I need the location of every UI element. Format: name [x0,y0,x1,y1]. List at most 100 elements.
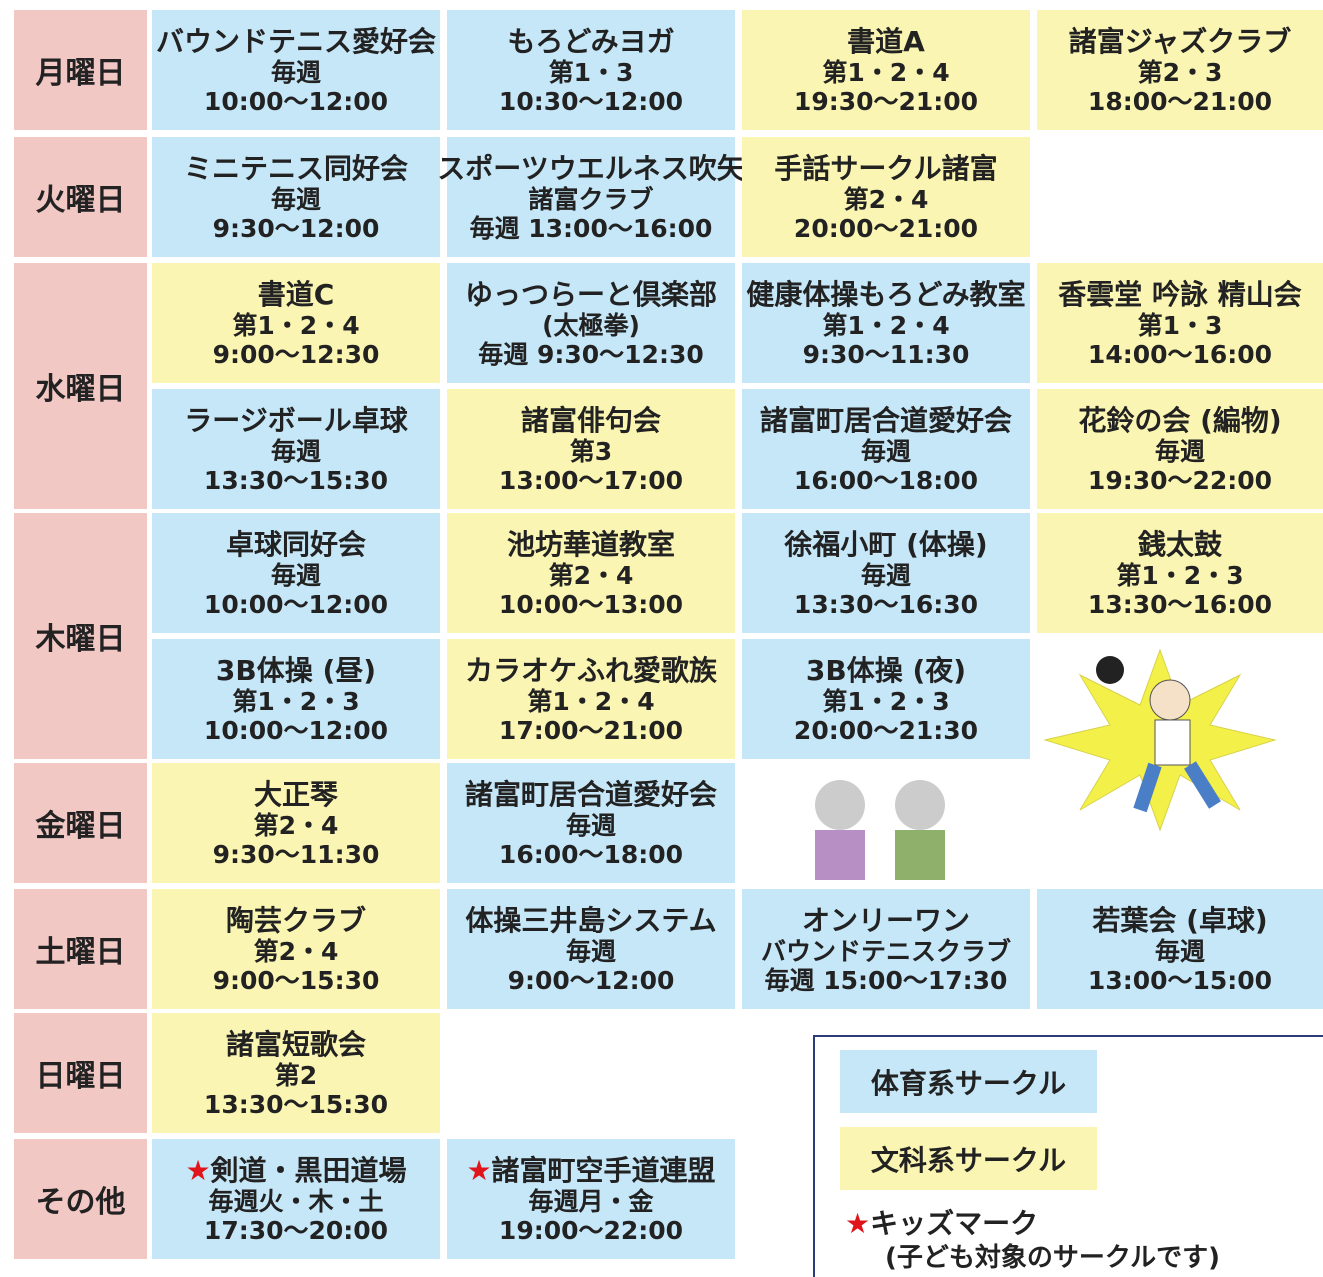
day-label: 水曜日 [14,263,147,509]
circle-detail: 13:30～15:30 [203,465,389,495]
circle-detail: 19:00～22:00 [498,1215,684,1245]
circle-detail: 第1・3 [548,57,634,87]
circle-detail: 17:30～20:00 [203,1215,389,1245]
circle-name: 手話サークル諸富 [774,151,998,185]
circle-detail: 13:00～17:00 [498,465,684,495]
day-label: 月曜日 [14,10,147,130]
circle-cell: ラージボール卓球 毎週 13:30～15:30 [152,389,440,509]
circle-detail: 第1・3 [1137,310,1223,340]
circle-cell: 陶芸クラブ 第2・4 9:00～15:30 [152,889,440,1009]
circle-detail: 10:30～12:00 [498,86,684,116]
circle-cell: バウンドテニス愛好会 毎週 10:00～12:00 [152,10,440,130]
circle-detail: 13:30～15:30 [203,1089,389,1119]
circle-detail: 毎週 [270,436,321,466]
circle-name: 諸富短歌会 [225,1027,366,1061]
circle-detail: 9:00～12:00 [507,965,675,995]
circle-cell: 徐福小町 (体操) 毎週 13:30～16:30 [742,513,1030,633]
circle-detail: 第2・3 [1137,57,1223,87]
circle-detail: 9:30～11:30 [802,339,970,369]
circle-detail: 10:00～13:00 [498,589,684,619]
circle-detail: 毎週 15:00～17:30 [764,965,1008,995]
circle-detail: 毎週 [1154,436,1205,466]
circle-cell: 若葉会 (卓球) 毎週 13:00～15:00 [1037,889,1323,1009]
circle-name: 諸富俳句会 [520,403,661,437]
circle-detail: 毎週 [860,436,911,466]
circle-detail: バウンドテニスクラブ [760,936,1011,966]
circle-name: 香雲堂 吟詠 精山会 [1058,277,1302,311]
circle-cell: 諸富俳句会 第3 13:00～17:00 [447,389,735,509]
circle-detail: 19:30～22:00 [1087,465,1273,495]
circle-name: 諸富ジャズクラブ [1068,24,1292,58]
circle-detail: 毎週 [1154,936,1205,966]
circle-detail: 13:00～15:00 [1087,965,1273,995]
circle-cell: 銭太鼓 第1・2・3 13:30～16:00 [1037,513,1323,633]
circle-detail: 毎週 [860,560,911,590]
circle-detail: 18:00～21:00 [1087,86,1273,116]
legend-item: 体育系サークル [840,1050,1097,1113]
legend-item: 文科系サークル [840,1127,1097,1190]
circle-name: ラージボール卓球 [184,403,408,437]
circle-detail: 第1・2・4 [232,310,360,340]
circle-detail: 第2・4 [253,936,339,966]
circle-name: 卓球同好会 [225,527,366,561]
circle-detail: 第2・4 [843,184,929,214]
circle-cell: ★諸富町空手道連盟 毎週月・金 19:00～22:00 [447,1139,735,1259]
circle-cell: 体操三井島システム 毎週 9:00～12:00 [447,889,735,1009]
circle-detail: 毎週 [565,810,616,840]
circle-name: 体操三井島システム [465,903,717,937]
circle-name: 健康体操もろどみ教室 [746,277,1026,311]
day-label: 火曜日 [14,137,147,257]
circle-detail: 10:00～12:00 [203,86,389,116]
circle-detail: 9:00～12:30 [212,339,380,369]
circle-name: 書道C [257,277,335,311]
circle-detail: 第1・2・3 [232,686,360,716]
circle-name: 3B体操 (昼) [215,653,377,687]
circle-cell: 香雲堂 吟詠 精山会 第1・3 14:00～16:00 [1037,263,1323,383]
circle-detail: 14:00～16:00 [1087,339,1273,369]
circle-detail: 20:00～21:00 [793,213,979,243]
day-label: 日曜日 [14,1013,147,1133]
circle-detail: 第2・4 [548,560,634,590]
kids-mark: ★キッズマーク [845,1207,1039,1240]
legend: 体育系サークル 文科系サークル ★キッズマーク (子ども対象のサークルです) [813,1035,1323,1277]
day-label: 木曜日 [14,513,147,759]
day-label: 金曜日 [14,763,147,883]
circle-cell: 花鈴の会 (編物) 毎週 19:30～22:00 [1037,389,1323,509]
circle-detail: 毎週 [565,936,616,966]
circle-name: 諸富町居合道愛好会 [464,777,717,811]
circle-name: ★剣道・黒田道場 [185,1153,407,1187]
circle-detail: 13:30～16:00 [1087,589,1273,619]
circle-cell: 3B体操 (夜) 第1・2・3 20:00～21:30 [742,639,1030,759]
circle-detail: 10:00～12:00 [203,715,389,745]
circle-name: 銭太鼓 [1137,527,1222,561]
circle-name: カラオケふれ愛歌族 [464,653,717,687]
circle-detail: 第1・2・3 [822,686,950,716]
circle-name: ゆっつらーと倶楽部 [464,277,717,311]
circle-detail: 毎週 13:00～16:00 [469,213,713,243]
circle-detail: 9:30～12:00 [212,213,380,243]
day-label: 土曜日 [14,889,147,1009]
circle-cell: 3B体操 (昼) 第1・2・3 10:00～12:00 [152,639,440,759]
circle-detail: 9:30～11:30 [212,839,380,869]
circle-name: 池坊華道教室 [506,527,675,561]
circle-cell: 諸富ジャズクラブ 第2・3 18:00～21:00 [1037,10,1323,130]
circle-cell: 諸富町居合道愛好会 毎週 16:00～18:00 [447,763,735,883]
kids-note: (子ども対象のサークルです) [885,1243,1220,1273]
circle-detail: 13:30～16:30 [793,589,979,619]
circle-detail: 第1・2・3 [1116,560,1244,590]
circle-cell: 書道C 第1・2・4 9:00～12:30 [152,263,440,383]
circle-name: スポーツウエルネス吹矢 [437,151,745,185]
circle-detail: 毎週 [270,184,321,214]
circle-name: ★諸富町空手道連盟 [466,1153,716,1187]
circle-cell: 卓球同好会 毎週 10:00～12:00 [152,513,440,633]
circle-cell: スポーツウエルネス吹矢 諸富クラブ 毎週 13:00～16:00 [437,137,745,257]
circle-detail: 毎週火・木・土 [208,1186,384,1216]
circle-name: 徐福小町 (体操) [784,527,988,561]
circle-cell: ゆっつらーと倶楽部 (太極拳) 毎週 9:30～12:30 [447,263,735,383]
circle-detail: 第3 [569,436,613,466]
circle-detail: 第2 [274,1060,318,1090]
circle-name: 3B体操 (夜) [805,653,967,687]
circle-name: 若葉会 (卓球) [1092,903,1268,937]
circle-cell: オンリーワン バウンドテニスクラブ 毎週 15:00～17:30 [742,889,1030,1009]
circle-cell: 諸富町居合道愛好会 毎週 16:00～18:00 [742,389,1030,509]
